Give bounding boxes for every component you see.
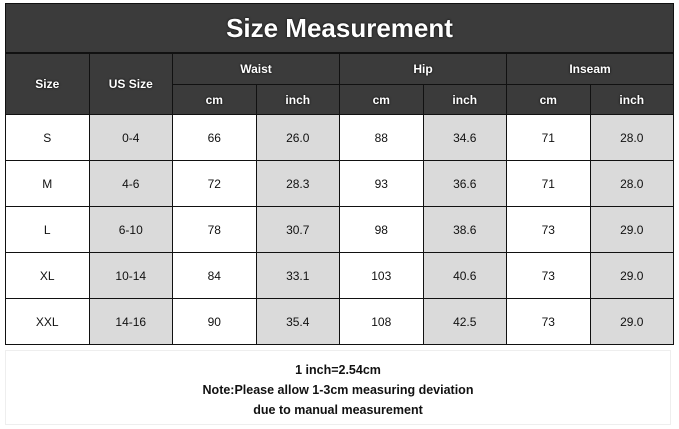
conversion-note: 1 inch=2.54cm [295, 363, 381, 377]
cell-waist-cm: 78 [172, 206, 257, 253]
cell-hip-cm: 103 [339, 252, 424, 299]
table-row: XXL 14-16 90 35.4 108 42.5 73 29.0 [5, 298, 674, 345]
header-size: Size [5, 52, 90, 115]
header-hip-cm: cm [339, 84, 424, 115]
size-chart-table: Size Measurement Size US Size Waist Hip … [5, 3, 674, 345]
cell-inseam-inch: 28.0 [589, 114, 674, 161]
cell-waist-cm: 66 [172, 114, 257, 161]
cell-us-size: 14-16 [88, 298, 173, 345]
deviation-note-2: due to manual measurement [253, 403, 423, 417]
cell-waist-inch: 30.7 [255, 206, 340, 253]
cell-size: S [5, 114, 90, 161]
cell-inseam-cm: 71 [506, 114, 591, 161]
cell-inseam-inch: 29.0 [589, 298, 674, 345]
cell-waist-cm: 84 [172, 252, 257, 299]
cell-inseam-inch: 29.0 [589, 252, 674, 299]
deviation-note: Note:Please allow 1-3cm measuring deviat… [202, 383, 474, 397]
cell-inseam-cm: 73 [506, 252, 591, 299]
header-waist: Waist [172, 52, 340, 85]
table-row: L 6-10 78 30.7 98 38.6 73 29.0 [5, 206, 674, 253]
cell-waist-inch: 26.0 [255, 114, 340, 161]
cell-waist-inch: 35.4 [255, 298, 340, 345]
cell-inseam-inch: 28.0 [589, 160, 674, 207]
header-us-size: US Size [88, 52, 173, 115]
cell-hip-cm: 93 [339, 160, 424, 207]
cell-inseam-cm: 71 [506, 160, 591, 207]
cell-size: XL [5, 252, 90, 299]
header-waist-inch: inch [255, 84, 340, 115]
cell-size: M [5, 160, 90, 207]
table-row: M 4-6 72 28.3 93 36.6 71 28.0 [5, 160, 674, 207]
cell-us-size: 10-14 [88, 252, 173, 299]
header-inseam-cm: cm [506, 84, 591, 115]
cell-hip-inch: 40.6 [422, 252, 507, 299]
cell-size: XXL [5, 298, 90, 345]
cell-hip-inch: 38.6 [422, 206, 507, 253]
cell-us-size: 0-4 [88, 114, 173, 161]
header-waist-cm: cm [172, 84, 257, 115]
cell-waist-cm: 72 [172, 160, 257, 207]
cell-size: L [5, 206, 90, 253]
cell-hip-cm: 88 [339, 114, 424, 161]
header-hip: Hip [339, 52, 507, 85]
table-title: Size Measurement [5, 3, 674, 54]
cell-us-size: 4-6 [88, 160, 173, 207]
cell-waist-inch: 28.3 [255, 160, 340, 207]
table-row: S 0-4 66 26.0 88 34.6 71 28.0 [5, 114, 674, 161]
cell-inseam-cm: 73 [506, 206, 591, 253]
notes: 1 inch=2.54cm Note:Please allow 1-3cm me… [5, 350, 671, 425]
cell-hip-inch: 34.6 [422, 114, 507, 161]
table-row: XL 10-14 84 33.1 103 40.6 73 29.0 [5, 252, 674, 299]
header-inseam: Inseam [506, 52, 674, 85]
cell-waist-inch: 33.1 [255, 252, 340, 299]
cell-us-size: 6-10 [88, 206, 173, 253]
cell-hip-inch: 42.5 [422, 298, 507, 345]
cell-hip-inch: 36.6 [422, 160, 507, 207]
cell-inseam-cm: 73 [506, 298, 591, 345]
header-inseam-inch: inch [589, 84, 674, 115]
cell-hip-cm: 98 [339, 206, 424, 253]
cell-hip-cm: 108 [339, 298, 424, 345]
cell-waist-cm: 90 [172, 298, 257, 345]
header-hip-inch: inch [422, 84, 507, 115]
cell-inseam-inch: 29.0 [589, 206, 674, 253]
